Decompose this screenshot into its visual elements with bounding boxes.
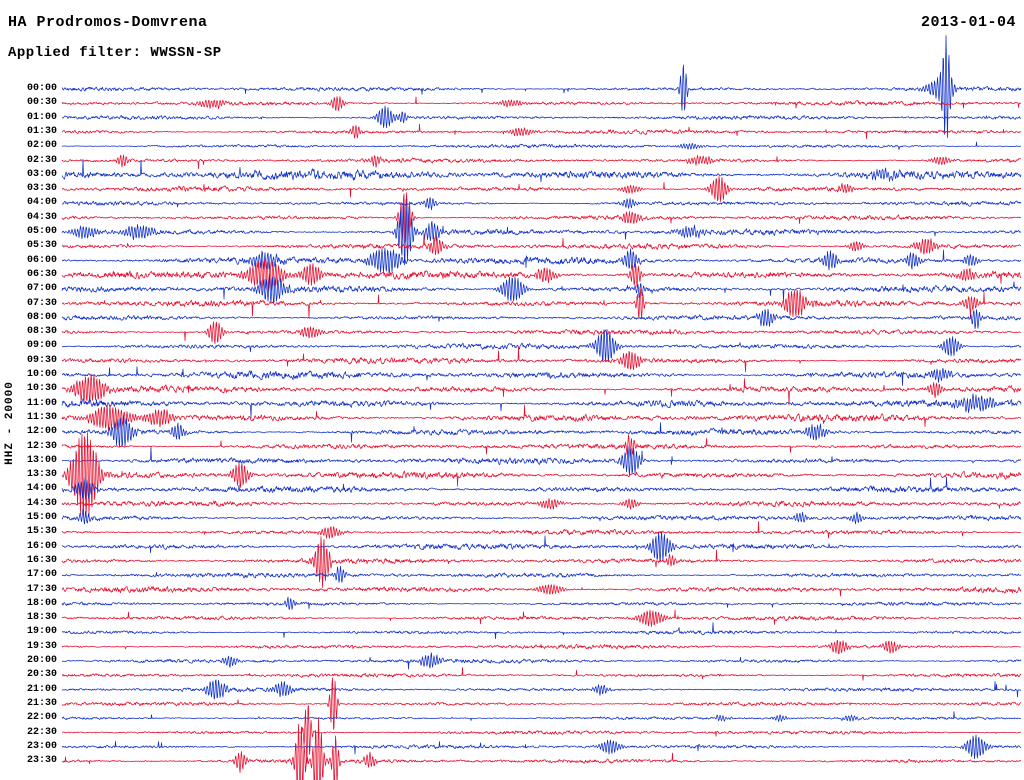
time-label: 22:30: [26, 726, 57, 738]
time-label: 08:00: [26, 311, 57, 323]
station-title: HA Prodromos-Domvrena: [8, 14, 208, 31]
time-label: 23:30: [26, 755, 57, 767]
time-label: 11:00: [26, 397, 57, 409]
time-label: 19:00: [26, 626, 57, 638]
time-label: 00:00: [26, 83, 57, 94]
time-label: 10:30: [26, 383, 57, 395]
time-label: 02:30: [26, 154, 57, 166]
time-label: 05:30: [26, 240, 57, 252]
time-label: 13:00: [26, 454, 57, 466]
time-label: 09:30: [26, 354, 57, 366]
time-label: 22:00: [26, 712, 57, 724]
time-label: 16:30: [26, 554, 57, 566]
time-label: 06:00: [26, 254, 57, 266]
time-label: 06:30: [26, 268, 57, 280]
time-label: 00:30: [26, 97, 57, 109]
time-label: 04:30: [26, 211, 57, 223]
time-label: 12:30: [26, 440, 57, 452]
time-label: 19:30: [26, 640, 57, 652]
time-label: 09:00: [26, 340, 57, 352]
time-label: 20:30: [26, 669, 57, 681]
time-label: 21:30: [26, 697, 57, 709]
time-label: 17:30: [26, 583, 57, 595]
time-label: 21:00: [26, 683, 57, 695]
time-label: 18:00: [26, 597, 57, 609]
filter-label: Applied filter: WWSSN-SP: [8, 45, 222, 61]
time-label: 14:30: [26, 497, 57, 509]
time-label: 01:30: [26, 125, 57, 137]
time-label: 11:30: [26, 411, 57, 423]
time-label: 07:30: [26, 297, 57, 309]
time-label: 10:00: [26, 369, 57, 380]
time-label: 20:00: [26, 655, 57, 666]
time-label: 15:00: [26, 512, 57, 523]
time-label: 12:00: [26, 426, 57, 438]
time-label: 15:30: [26, 526, 57, 538]
time-label: 07:00: [26, 283, 57, 295]
time-label: 03:30: [26, 183, 57, 195]
time-label: 18:30: [26, 612, 57, 624]
time-label: 04:00: [26, 197, 57, 209]
time-label: 23:00: [26, 740, 57, 752]
time-label: 14:00: [26, 483, 57, 495]
time-label: 16:00: [26, 540, 57, 552]
time-label: 13:30: [26, 469, 57, 481]
time-label: 08:30: [26, 326, 57, 338]
time-label: 17:00: [26, 569, 57, 581]
time-label: 03:00: [26, 168, 57, 180]
time-label: 02:00: [26, 140, 57, 152]
time-label: 05:00: [26, 226, 57, 237]
date-label: 2013-01-04: [920, 14, 1016, 31]
time-label: 01:00: [26, 111, 57, 123]
